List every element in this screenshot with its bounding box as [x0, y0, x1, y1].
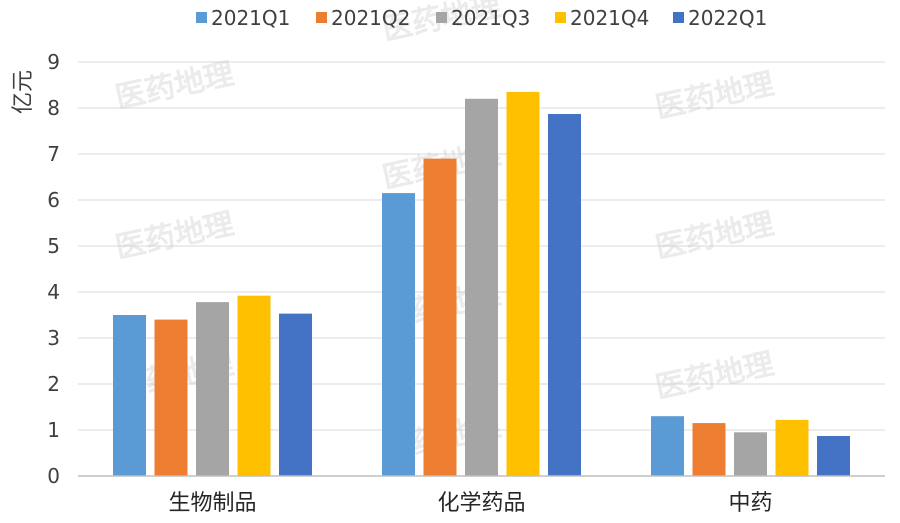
- bars: [113, 91, 850, 477]
- axes: 0 1 2 3 4 5 6 7 8 9 生物制品 化学药品 中药: [47, 50, 885, 516]
- bar: [196, 302, 229, 476]
- bar: [237, 295, 271, 476]
- y-tick-label: 4: [47, 280, 60, 304]
- bar: [465, 98, 498, 477]
- legend: 2021Q1 2021Q2 2021Q3 2021Q4 2022Q1: [196, 6, 767, 30]
- watermark-text: 医药地理: [112, 57, 237, 116]
- y-tick-label: 9: [47, 50, 60, 74]
- legend-label: 2022Q1: [688, 6, 767, 30]
- y-tick-label: 1: [47, 418, 60, 442]
- y-tick-label: 7: [47, 142, 60, 166]
- x-category-label: 生物制品: [168, 491, 256, 516]
- y-tick-label: 3: [47, 326, 60, 350]
- legend-swatch: [316, 12, 327, 23]
- bar: [548, 113, 581, 476]
- legend-swatch: [555, 12, 566, 23]
- y-tick-label: 6: [47, 188, 60, 212]
- bar: [734, 432, 767, 476]
- legend-label: 2021Q1: [211, 6, 290, 30]
- x-category-label: 化学药品: [437, 491, 525, 516]
- bar: [506, 91, 540, 477]
- bar: [651, 416, 684, 476]
- watermark-text: 医药地理: [652, 67, 777, 126]
- legend-swatch: [196, 12, 207, 23]
- bar: [775, 419, 809, 476]
- legend-label: 2021Q2: [331, 6, 410, 30]
- x-category-label: 中药: [728, 491, 772, 516]
- watermark-text: 医药地理: [652, 207, 777, 266]
- legend-label: 2021Q4: [570, 6, 649, 30]
- y-tick-label: 5: [47, 234, 60, 258]
- bar: [423, 158, 457, 476]
- bar: [154, 319, 188, 476]
- bar: [817, 435, 850, 476]
- y-tick-label: 0: [47, 464, 60, 488]
- legend-swatch: [436, 12, 447, 23]
- legend-swatch: [673, 12, 684, 23]
- bar: [279, 313, 312, 476]
- y-tick-label: 2: [47, 372, 60, 396]
- watermark-text: 医药地理: [652, 347, 777, 406]
- legend-label: 2021Q3: [451, 6, 530, 30]
- bar: [382, 193, 415, 476]
- bar: [113, 315, 146, 476]
- watermark-text: 医药地理: [112, 207, 237, 266]
- y-tick-label: 8: [47, 96, 60, 120]
- y-axis-label: 亿元: [11, 70, 36, 114]
- bar: [692, 423, 726, 476]
